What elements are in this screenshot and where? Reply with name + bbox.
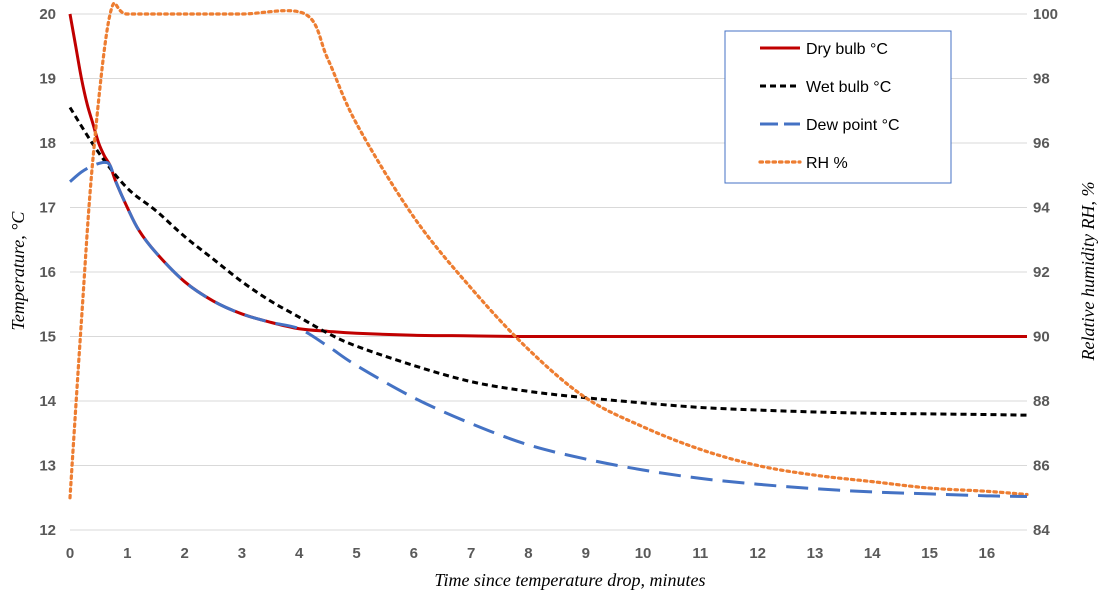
series-line-rh	[68, 1, 1029, 500]
x-tick-label: 13	[807, 545, 824, 562]
legend-box	[724, 30, 952, 184]
left-tick-label: 18	[39, 135, 56, 152]
x-tick-label: 15	[921, 545, 938, 562]
x-tick-label: 3	[238, 545, 246, 562]
left-axis-title: Temperature, °C	[8, 211, 28, 331]
left-tick-label: 19	[39, 71, 56, 88]
x-tick-label: 2	[180, 545, 188, 562]
left-tick-label: 14	[39, 393, 56, 410]
left-tick-label: 20	[39, 6, 56, 23]
legend-label: Dew point °C	[806, 117, 900, 134]
x-axis-title: Time since temperature drop, minutes	[434, 570, 705, 590]
x-tick-label: 9	[582, 545, 590, 562]
left-tick-label: 16	[39, 264, 56, 281]
series-line-dew-point-c	[69, 160, 1028, 498]
x-tick-label: 6	[410, 545, 418, 562]
legend: Dry bulb °C Wet bulb °C Dew point °C RH %	[724, 30, 952, 184]
x-tick-label: 7	[467, 545, 475, 562]
x-tick-label: 12	[749, 545, 766, 562]
right-tick-label: 100	[1033, 6, 1058, 23]
right-tick-label: 94	[1033, 200, 1050, 217]
x-tick-label: 10	[635, 545, 652, 562]
x-tick-label: 5	[352, 545, 360, 562]
x-tick-label: 0	[66, 545, 74, 562]
left-tick-label: 15	[39, 329, 56, 346]
series-lines	[68, 1, 1029, 500]
legend-label: Wet bulb °C	[806, 79, 891, 96]
right-tick-label: 98	[1033, 71, 1050, 88]
right-axis-title: Relative humidity RH, %	[1078, 182, 1098, 362]
right-tick-label: 92	[1033, 264, 1050, 281]
right-tick-label: 84	[1033, 522, 1050, 539]
legend-label: Dry bulb °C	[806, 41, 888, 58]
x-tick-label: 14	[864, 545, 881, 562]
right-tick-label: 90	[1033, 329, 1050, 346]
left-tick-label: 12	[39, 522, 56, 539]
left-tick-label: 13	[39, 458, 56, 475]
left-tick-label: 17	[39, 200, 56, 217]
x-tick-label: 4	[295, 545, 304, 562]
x-tick-label: 16	[979, 545, 996, 562]
right-axis-tick-labels: 84 86 88 90 92 94 96 98 100	[1033, 6, 1058, 539]
right-tick-label: 88	[1033, 393, 1050, 410]
legend-label: RH %	[806, 155, 848, 172]
x-axis-tick-labels: 0 1 2 3 4 5 6 7 8 9 10 11 12 13 14 15 16	[66, 545, 995, 562]
x-tick-label: 1	[123, 545, 131, 562]
right-tick-label: 96	[1033, 135, 1050, 152]
series-line-wet-bulb-c	[68, 106, 1028, 417]
x-tick-label: 11	[692, 545, 708, 562]
left-axis-tick-labels: 12 13 14 15 16 17 18 19 20	[39, 6, 56, 539]
right-tick-label: 86	[1033, 458, 1050, 475]
x-tick-label: 8	[524, 545, 532, 562]
